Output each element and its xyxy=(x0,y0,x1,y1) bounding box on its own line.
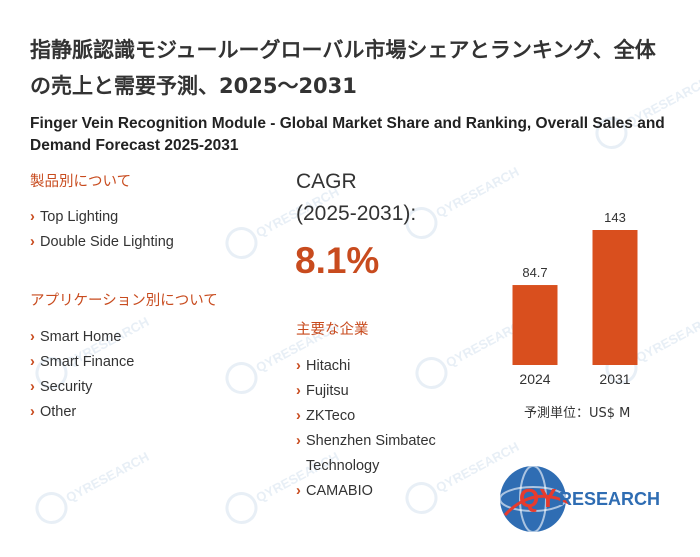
product-section-heading: 製品別について xyxy=(30,174,132,190)
company-item-label: Shenzhen Simbatec Technology xyxy=(306,433,436,474)
cagr-value: 8.1% xyxy=(295,240,380,281)
chevron-right-icon: › xyxy=(30,209,35,225)
list-item: › Top Lighting xyxy=(30,205,174,230)
company-item-label: ZKTeco xyxy=(306,408,356,424)
list-item: › Hitachi xyxy=(296,354,456,379)
chevron-right-icon: › xyxy=(296,383,301,399)
chevron-right-icon: › xyxy=(296,408,301,424)
company-item-label: Fujitsu xyxy=(306,383,349,399)
page-title-jp: 指静脈認識モジュールーグローバル市場シェアとランキング、全体の売上と需要予測、2… xyxy=(30,38,656,98)
list-item: › ZKTeco xyxy=(296,404,456,429)
chevron-right-icon: › xyxy=(296,358,301,374)
list-item: › Other xyxy=(30,400,134,425)
company-item-label: Hitachi xyxy=(306,358,351,374)
market-size-bar-chart: 84.7 2024 143 2031 xyxy=(512,210,638,387)
list-item: › Double Side Lighting xyxy=(30,230,174,255)
watermark: QYRESEARCH xyxy=(30,442,156,529)
product-item-label: Double Side Lighting xyxy=(40,234,174,250)
bar-2024 xyxy=(512,285,558,365)
globe-icon xyxy=(499,465,570,533)
chevron-right-icon: › xyxy=(30,354,35,370)
list-item: › Smart Home xyxy=(30,325,134,350)
chevron-right-icon: › xyxy=(30,234,35,250)
list-item: › Fujitsu xyxy=(296,379,456,404)
chevron-right-icon: › xyxy=(30,329,35,345)
product-item-label: Top Lighting xyxy=(40,209,119,225)
list-item: › CAMABIO xyxy=(296,479,456,504)
chevron-right-icon: › xyxy=(30,404,35,420)
cagr-label: CAGR (2025-2031): xyxy=(296,166,416,230)
companies-list: › Hitachi › Fujitsu › ZKTeco › Shenzhen Simb… xyxy=(296,354,456,504)
bar-value-label: 143 xyxy=(604,210,626,225)
companies-section-heading: 主要な企業 xyxy=(296,322,369,338)
logo-text-research: RESEARCH xyxy=(559,489,660,509)
application-item-label: Smart Finance xyxy=(40,354,135,370)
unit-label: 予測単位：US$ M xyxy=(524,406,631,421)
application-section-heading: アプリケーション別について xyxy=(30,293,218,309)
logo-text-q: QY xyxy=(519,483,557,513)
application-list: › Smart Home › Smart Finance › Security › Ot… xyxy=(30,325,134,425)
chevron-right-icon: › xyxy=(296,433,301,449)
cagr-label-line1: CAGR xyxy=(296,170,357,193)
company-item-label: CAMABIO xyxy=(306,483,373,499)
product-list: › Top Lighting › Double Side Lighting xyxy=(30,205,174,255)
application-item-label: Security xyxy=(40,379,93,395)
bar-value-label: 84.7 xyxy=(522,265,547,280)
x-tick-label: 2031 xyxy=(599,371,630,387)
qyresearch-logo: QY RESEARCH xyxy=(499,465,660,533)
list-item: › Security xyxy=(30,375,134,400)
application-item-label: Smart Home xyxy=(40,329,122,345)
bar-2031 xyxy=(592,230,638,365)
chevron-right-icon: › xyxy=(296,483,301,499)
x-tick-label: 2024 xyxy=(519,371,550,387)
cagr-label-line2: (2025-2031): xyxy=(296,202,417,225)
list-item: › Shenzhen Simbatec Technology xyxy=(296,429,456,479)
chevron-right-icon: › xyxy=(30,379,35,395)
application-item-label: Other xyxy=(40,404,77,420)
list-item: › Smart Finance xyxy=(30,350,134,375)
page-title-en: Finger Vein Recognition Module - Global … xyxy=(30,115,665,154)
